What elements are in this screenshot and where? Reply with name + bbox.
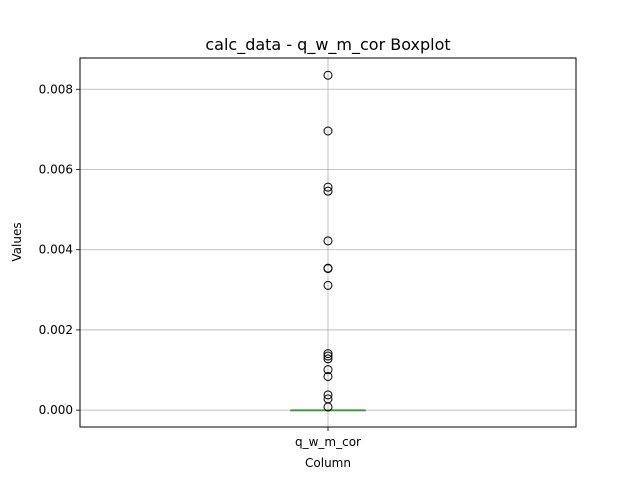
outlier-point — [323, 186, 333, 196]
outlier-point — [323, 365, 333, 375]
y-tick-label: 0.000 — [39, 403, 73, 417]
outlier-point — [323, 236, 333, 246]
outlier-point — [323, 70, 333, 80]
y-axis-label: Values — [10, 222, 24, 261]
chart-title: calc_data - q_w_m_cor Boxplot — [205, 35, 450, 55]
y-tick-label: 0.004 — [39, 243, 73, 257]
outlier-point — [323, 349, 333, 359]
x-tick-label: q_w_m_cor — [295, 435, 361, 449]
data-layer — [290, 70, 366, 412]
y-tick-label: 0.008 — [39, 82, 73, 96]
outlier-point — [323, 264, 333, 274]
outlier-point — [323, 402, 333, 412]
grid-lines — [80, 58, 576, 427]
outlier-point — [323, 390, 333, 400]
y-tick-label: 0.002 — [39, 323, 73, 337]
outlier-point — [323, 280, 333, 290]
outlier-point — [323, 182, 333, 192]
outlier-point — [323, 371, 333, 381]
outlier-point — [323, 351, 333, 361]
x-axis-label: Column — [305, 456, 351, 470]
outlier-point — [323, 354, 333, 364]
tick-layer: 0.000 0.002 0.004 0.006 0.008 q_w_m_cor — [39, 82, 361, 449]
outlier-point — [323, 126, 333, 136]
y-tick-label: 0.006 — [39, 163, 73, 177]
